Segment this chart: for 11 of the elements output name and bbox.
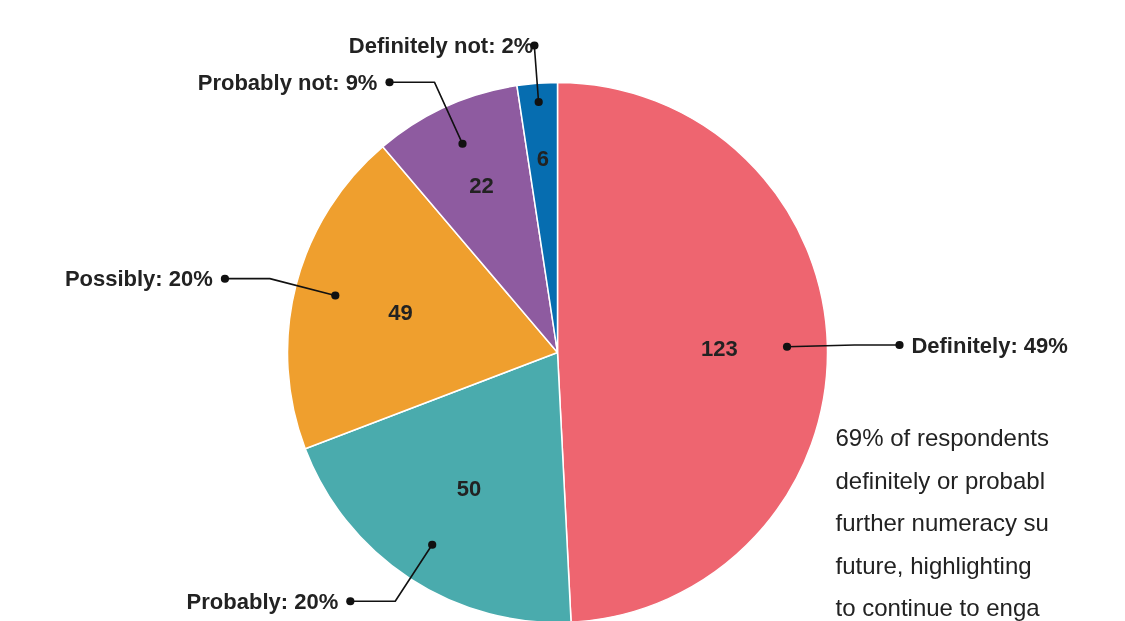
data-label: 123 <box>701 335 738 361</box>
slice-label: Definitely not: 2% <box>348 33 534 59</box>
data-label: 49 <box>388 299 413 325</box>
slice-label: Possibly: 20% <box>64 266 213 292</box>
data-label: 22 <box>469 172 494 198</box>
slice-label: Definitely: 49% <box>911 332 1068 358</box>
slice-label: Probably not: 9% <box>197 69 378 95</box>
slice-label: Probably: 20% <box>186 588 339 614</box>
data-label: 50 <box>456 475 482 501</box>
data-label: 6 <box>536 146 549 172</box>
text: 69% of respondents definitely or probabl further numeracy su future, highlighting to continue to enga <box>835 424 1049 621</box>
